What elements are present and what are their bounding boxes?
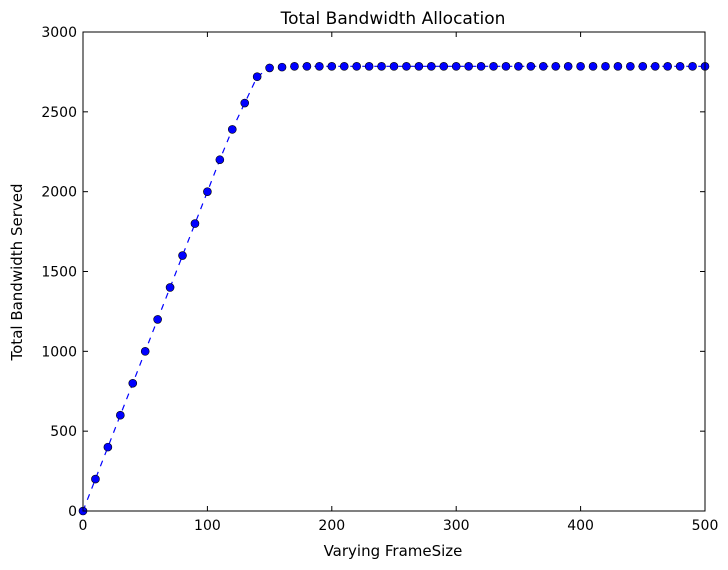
plot-frame (82, 31, 706, 512)
data-point (626, 62, 635, 71)
series-line (82, 65, 705, 512)
data-point (116, 410, 125, 420)
data-point (638, 62, 648, 71)
chart-title: Total Bandwidth Allocation (280, 9, 506, 29)
y-tick-label: 500 (50, 424, 77, 440)
data-point (451, 62, 461, 71)
data-point (538, 62, 548, 71)
data-point (439, 62, 449, 71)
y-axis-title: Total Bandwidth Served (8, 184, 26, 362)
data-point (464, 62, 473, 71)
data-point (402, 62, 411, 71)
data-point (489, 62, 498, 71)
data-point (501, 62, 511, 71)
data-point (675, 62, 685, 71)
x-tick-label: 200 (318, 518, 345, 534)
data-point (327, 62, 337, 71)
data-point (576, 62, 585, 71)
data-point (352, 62, 361, 71)
data-point (514, 62, 523, 71)
data-point (240, 98, 250, 108)
x-tick-label: 300 (443, 518, 470, 534)
x-tick-label: 0 (79, 518, 88, 534)
data-point (663, 62, 672, 71)
data-point (140, 347, 150, 356)
data-point (215, 155, 225, 165)
data-point (302, 62, 312, 71)
data-point (227, 125, 237, 134)
data-point (476, 62, 486, 71)
data-point (91, 474, 100, 484)
data-point (588, 62, 598, 71)
data-point (601, 62, 610, 71)
data-point (153, 315, 162, 324)
data-point (103, 442, 113, 452)
y-tick-label: 3000 (41, 25, 77, 41)
data-point (414, 62, 424, 71)
ticks-layer: 0 100 200 300 400 500 0 500 1000 1500 2000 2500 3000 (41, 25, 718, 534)
data-point (650, 62, 660, 71)
data-point (252, 72, 262, 82)
series-layer (78, 62, 710, 516)
data-point (427, 62, 436, 71)
data-point (613, 62, 623, 71)
data-point (203, 187, 212, 196)
y-tick-label: 0 (68, 504, 77, 520)
data-point (165, 283, 175, 292)
x-axis-title: Varying FrameSize (324, 542, 463, 560)
data-point (364, 62, 374, 71)
data-point (377, 62, 386, 71)
y-tick-label: 1000 (41, 344, 77, 360)
y-tick-label: 1500 (41, 265, 77, 281)
data-point (551, 62, 561, 71)
data-point (389, 62, 399, 71)
data-point (526, 62, 536, 71)
data-point (178, 251, 187, 260)
y-tick-label: 2000 (41, 185, 77, 201)
data-point (339, 62, 349, 71)
data-point (265, 63, 274, 73)
data-point (688, 62, 697, 71)
x-tick-label: 100 (194, 518, 221, 534)
data-point (190, 219, 200, 228)
data-point (277, 62, 287, 72)
data-point (290, 62, 299, 71)
data-point (128, 378, 138, 388)
data-point (315, 62, 324, 71)
x-tick-label: 500 (692, 518, 719, 534)
data-point (563, 62, 573, 71)
x-tick-label: 400 (567, 518, 594, 534)
y-tick-label: 2500 (41, 105, 77, 121)
